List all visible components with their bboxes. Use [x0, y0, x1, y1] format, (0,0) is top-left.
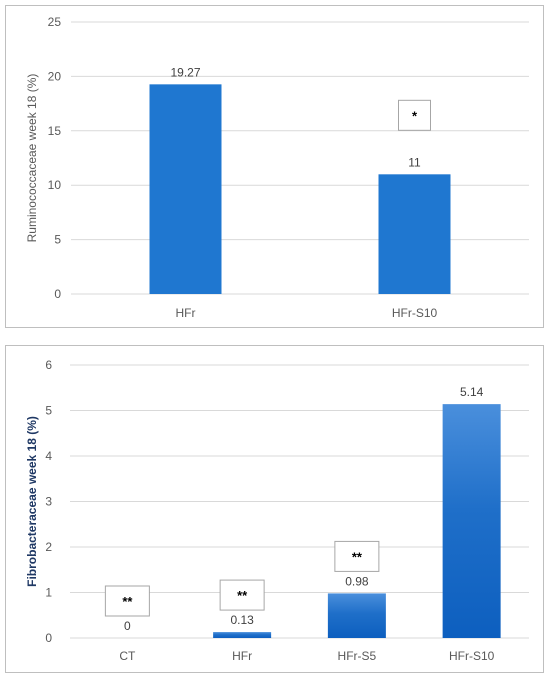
y-tick-label: 20 — [48, 69, 62, 83]
y-tick-label: 2 — [45, 540, 52, 554]
significance-box-ct — [104, 585, 150, 617]
data-label-hfr-s5: 0.98 — [345, 574, 369, 588]
bar-hfr-s10 — [442, 404, 501, 638]
y-tick-label: 4 — [45, 449, 52, 463]
y-axis-label: Fibrobacteraceae week 18 (%) — [25, 416, 39, 587]
significance-marker-hfr: ** — [237, 588, 248, 603]
bar-hfr-s5 — [327, 593, 386, 638]
y-tick-label: 6 — [45, 358, 52, 372]
y-tick-label: 1 — [45, 586, 52, 600]
bar-hfr — [213, 632, 272, 638]
bar-hfr-s10 — [378, 174, 451, 294]
data-label-hfr-s10: 5.14 — [460, 385, 484, 399]
data-label-ct: 0 — [124, 619, 131, 633]
ruminococcaceae-chart-panel: 0 5 10 15 20 25 Ruminococcaceae week 18 (%) 19.… — [5, 5, 544, 328]
y-tick-label: 25 — [48, 15, 62, 29]
significance-marker-hfr-s10: * — [412, 108, 418, 123]
x-tick-label-hfr-s10: HFr-S10 — [449, 649, 495, 663]
significance-box-hfr-s5 — [334, 540, 380, 572]
x-tick-label-hfr: HFr — [176, 306, 196, 320]
data-label-hfr: 0.13 — [230, 613, 254, 627]
x-tick-label-hfr: HFr — [232, 649, 252, 663]
y-tick-label: 10 — [48, 178, 62, 192]
y-tick-label: 3 — [45, 495, 52, 509]
y-tick-label: 5 — [45, 404, 52, 418]
y-tick-label: 0 — [54, 287, 61, 301]
fibrobacteraceae-bar-chart: 0 1 2 3 4 5 6 Fibrobacteraceae week 18 (%) 0 CT **… — [25, 358, 529, 663]
y-tick-label: 5 — [54, 233, 61, 247]
x-tick-label-hfr-s10: HFr-S10 — [392, 306, 438, 320]
x-tick-label-hfr-s5: HFr-S5 — [338, 649, 377, 663]
y-tick-label: 15 — [48, 124, 62, 138]
significance-marker-hfr-s5: ** — [352, 549, 363, 564]
significance-marker-ct: ** — [122, 594, 133, 609]
significance-box-hfr — [219, 579, 265, 611]
y-tick-label: 0 — [45, 631, 52, 645]
x-tick-label-ct: CT — [119, 649, 136, 663]
fibrobacteraceae-chart-panel: 0 1 2 3 4 5 6 Fibrobacteraceae week 18 (%) 0 CT **… — [5, 345, 544, 673]
significance-box-hfr-s10 — [398, 99, 431, 131]
ruminococcaceae-bar-chart: 0 5 10 15 20 25 Ruminococcaceae week 18 (%) 19.… — [25, 15, 529, 320]
data-label-hfr: 19.27 — [170, 65, 200, 79]
data-label-hfr-s10: 11 — [408, 155, 421, 169]
bar-hfr — [149, 84, 222, 294]
y-axis-label: Ruminococcaceae week 18 (%) — [25, 74, 39, 243]
